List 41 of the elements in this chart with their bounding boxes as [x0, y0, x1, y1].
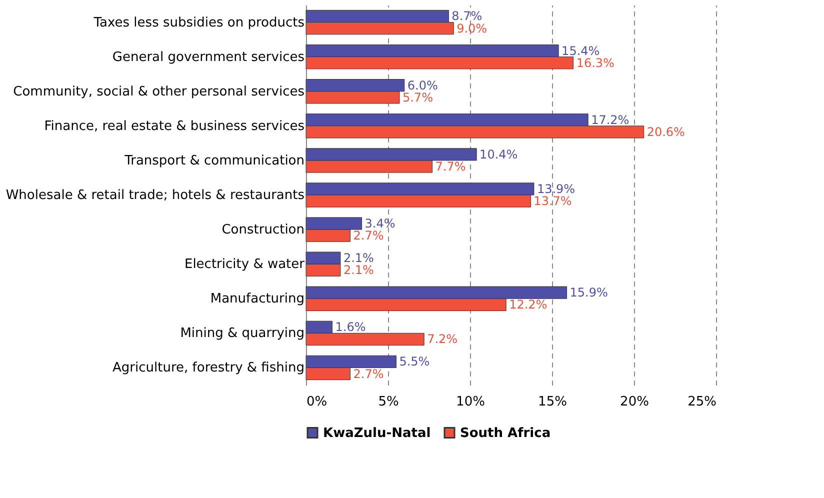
data-label: 7.7%	[435, 160, 466, 174]
x-tick-label: 10%	[456, 394, 485, 410]
y-tick-label: Taxes less subsidies on products	[92, 15, 305, 30]
data-label: 2.7%	[353, 366, 384, 381]
legend-label: South Africa	[460, 426, 551, 441]
y-tick-label: Agriculture, forestry & fishing	[112, 360, 304, 376]
y-tick-label: Community, social & other personal services	[13, 84, 305, 100]
data-label: 2.7%	[353, 228, 384, 243]
y-tick-label: Construction	[222, 222, 304, 238]
y-tick-label: Mining & quarrying	[180, 326, 304, 342]
data-label: 13.7%	[534, 194, 572, 208]
data-label: 3.4%	[364, 216, 396, 230]
data-label: 8.7%	[452, 9, 482, 24]
x-tick-label: 20%	[620, 394, 649, 410]
data-label: 10.4%	[480, 147, 518, 162]
data-label: 9.0%	[456, 21, 488, 36]
x-tick-label: 25%	[688, 394, 716, 410]
data-label: 2.1%	[343, 251, 374, 266]
legend-label: KwaZulu-Natal	[323, 426, 431, 441]
data-label: 16.3%	[576, 56, 614, 70]
y-tick-label: Transport & communication	[124, 153, 304, 168]
data-label: 12.2%	[509, 298, 548, 312]
data-label: 13.9%	[536, 182, 576, 196]
data-label: 6.0%	[407, 78, 438, 92]
y-tick-label: Manufacturing	[210, 292, 304, 307]
y-tick-label: General government services	[112, 50, 305, 65]
x-tick-label: 0%	[306, 394, 328, 410]
data-label: 15.4%	[562, 44, 600, 58]
data-label: 2.1%	[343, 263, 374, 278]
y-tick-label: Wholesale & retail trade; hotels & restaurants	[6, 188, 305, 203]
data-label: 20.6%	[646, 124, 685, 139]
data-label: 17.2%	[591, 112, 630, 127]
y-tick-label: Finance, real estate & business services	[44, 118, 305, 134]
y-tick-label: Electricity & water	[184, 257, 306, 272]
data-label: 5.5%	[399, 354, 430, 369]
data-label: 7.2%	[427, 332, 458, 346]
x-tick-label: 15%	[538, 394, 567, 410]
data-label: 15.9%	[570, 286, 608, 300]
data-label: 5.7%	[402, 90, 433, 104]
data-label: 1.6%	[335, 320, 366, 334]
x-tick-label: 5%	[378, 394, 399, 410]
